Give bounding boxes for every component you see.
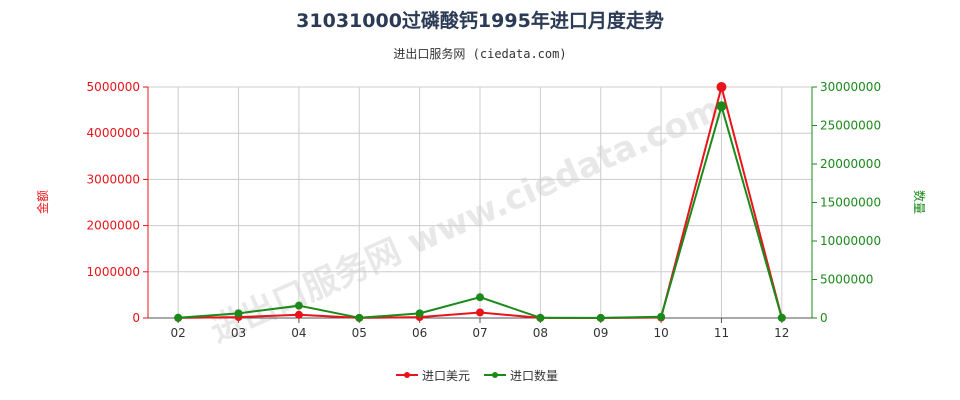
x-tick-label: 08 [533, 326, 548, 340]
x-tick-label: 02 [171, 326, 186, 340]
y-left-tick-label: 1000000 [87, 265, 140, 279]
y-right-tick-label: 5000000 [820, 273, 873, 287]
series-layer [174, 82, 786, 322]
legend-label-usd: 进口美元 [422, 369, 470, 383]
y-left-tick-label: 3000000 [87, 172, 140, 186]
data-point-1[interactable] [657, 312, 666, 321]
data-point-1[interactable] [536, 313, 545, 322]
grid [148, 86, 812, 318]
x-tick-label: 10 [653, 326, 668, 340]
x-tick-label: 05 [352, 326, 367, 340]
legend-item-usd[interactable]: 进口美元 [396, 369, 470, 383]
data-point-1[interactable] [476, 293, 484, 302]
y-right-tick-label: 15000000 [820, 196, 881, 210]
y-right-axis-label: 数量 [912, 190, 927, 214]
y-left-tick-label: 4000000 [87, 126, 140, 140]
data-point-1[interactable] [234, 309, 243, 318]
y-right-tick-label: 0 [820, 311, 828, 325]
x-tick-label: 12 [774, 326, 789, 340]
legend-marker-usd [404, 372, 410, 378]
y-right-tick-label: 20000000 [820, 157, 881, 171]
data-point-1[interactable] [294, 301, 303, 310]
y-right-tick-label: 10000000 [820, 234, 881, 248]
x-tick-label: 09 [593, 326, 608, 340]
y-left-axis-label: 金额 [35, 190, 50, 214]
data-point-1[interactable] [415, 309, 424, 318]
data-point-1[interactable] [596, 313, 605, 322]
data-point-1[interactable] [174, 313, 183, 322]
legend-marker-quantity [492, 372, 498, 378]
data-point-0[interactable] [716, 82, 727, 92]
x-tick-label: 06 [412, 326, 427, 340]
axes: 0100000020000003000000400000050000000500… [87, 80, 882, 340]
x-tick-label: 04 [291, 326, 306, 340]
data-point-1[interactable] [777, 313, 786, 322]
y-left-tick-label: 2000000 [87, 219, 140, 233]
x-tick-label: 03 [231, 326, 246, 340]
legend: 进口美元 进口数量 [396, 368, 558, 383]
chart-title: 31031000过磷酸钙1995年进口月度走势 [296, 9, 664, 32]
y-right-tick-label: 30000000 [820, 80, 881, 94]
data-point-1[interactable] [355, 313, 364, 322]
data-point-1[interactable] [716, 101, 727, 112]
watermark: 进出口服务网 www.ciedata.com [204, 89, 726, 351]
y-left-tick-label: 5000000 [87, 80, 140, 94]
data-point-0[interactable] [476, 308, 484, 317]
legend-label-quantity: 进口数量 [510, 368, 558, 383]
x-tick-label: 11 [714, 326, 729, 340]
chart-subtitle: 进出口服务网 (ciedata.com) [393, 46, 566, 61]
data-point-0[interactable] [294, 310, 303, 319]
x-tick-label: 07 [472, 326, 487, 340]
y-left-tick-label: 0 [132, 311, 140, 325]
y-right-tick-label: 25000000 [820, 119, 881, 133]
legend-item-quantity[interactable]: 进口数量 [484, 368, 558, 383]
